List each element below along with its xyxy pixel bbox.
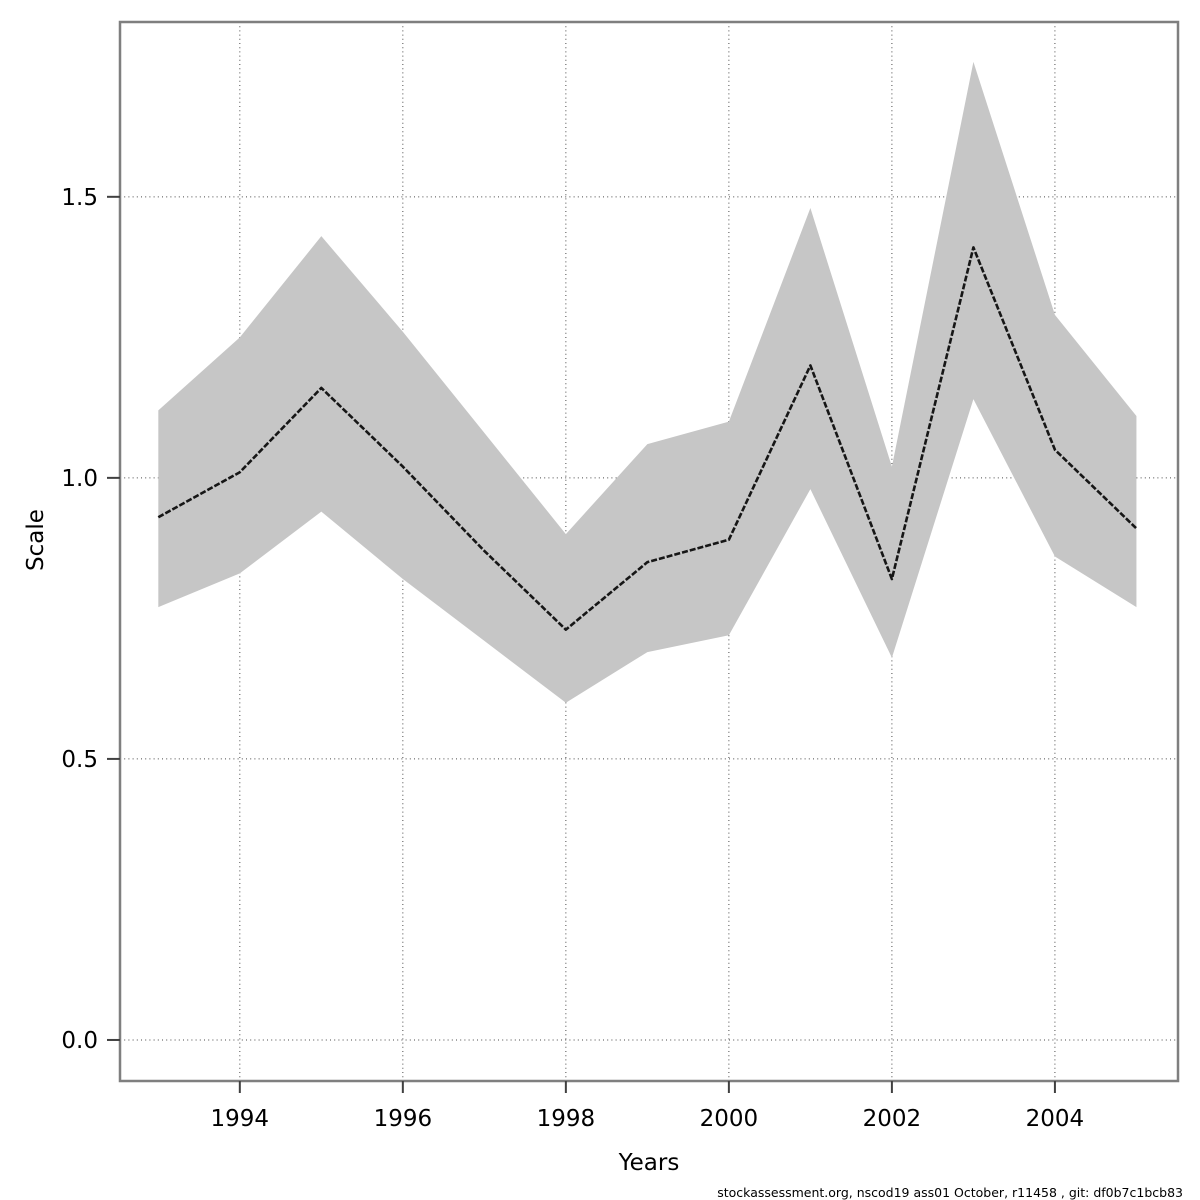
confidence-band (158, 61, 1137, 703)
y-tick-label: 1.0 (61, 466, 98, 492)
y-tick-label: 1.5 (61, 185, 98, 211)
x-tick-label: 2000 (700, 1106, 759, 1132)
x-axis-title: Years (618, 1150, 680, 1176)
y-tick-label: 0.5 (61, 747, 98, 773)
x-tick-label: 2004 (1026, 1106, 1085, 1132)
estimate-line (157, 246, 1138, 631)
x-tick-label: 2002 (863, 1106, 922, 1132)
x-tick-label: 1996 (374, 1106, 433, 1132)
x-tick-label: 1998 (537, 1106, 596, 1132)
footer-attribution: stockassessment.org, nscod19 ass01 Octob… (717, 1185, 1183, 1200)
y-axis-title: Scale (23, 509, 49, 571)
x-tick-label: 1994 (211, 1106, 270, 1132)
y-tick-labels: 0.0 0.5 1.0 1.5 (61, 185, 98, 1054)
y-tick-label: 0.0 (61, 1028, 98, 1054)
axis-ticks (107, 195, 1056, 1093)
x-tick-labels: 1994 1996 1998 2000 2002 2004 (211, 1106, 1085, 1132)
plot-border (118, 20, 1180, 1083)
